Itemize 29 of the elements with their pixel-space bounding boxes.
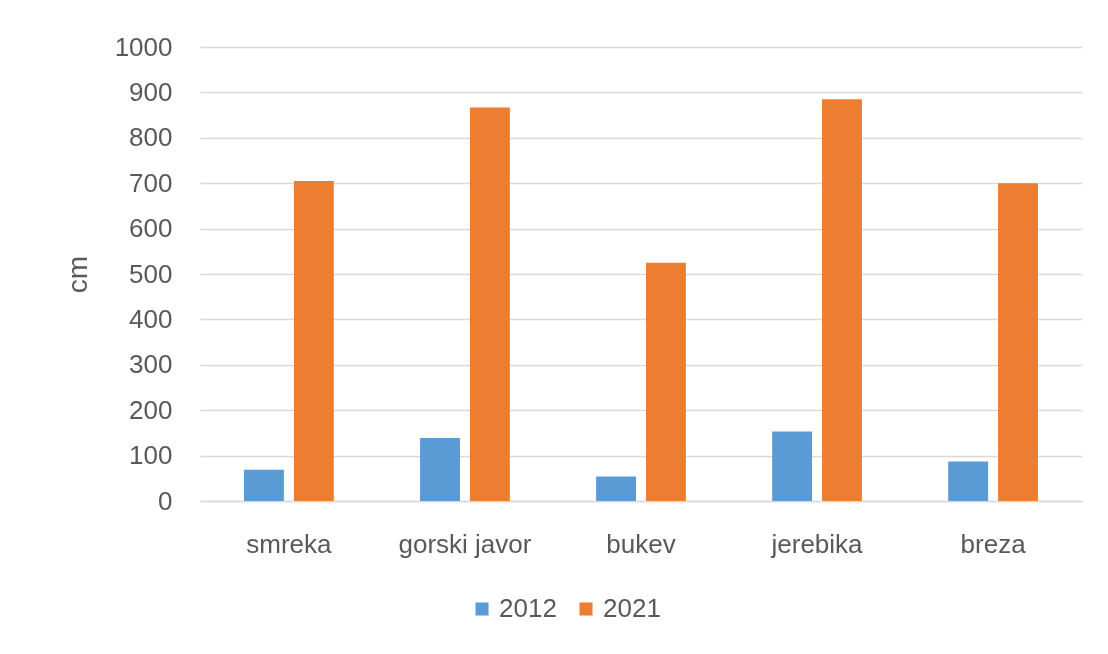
bar [469,107,510,501]
y-axis-title: cm [61,255,93,294]
legend-label: 2021 [603,593,661,623]
y-tick-label: 0 [158,485,173,516]
bar [645,262,686,501]
y-tick-label: 300 [129,349,173,380]
y-tick-label: 900 [129,76,173,107]
x-tick-label: gorski javor [398,528,532,559]
y-tick-label: 600 [129,213,173,244]
bar [244,469,284,501]
bar [293,180,334,501]
x-tick-label: breza [960,528,1027,559]
bar [596,476,637,501]
y-tick-label: 400 [129,303,173,334]
y-tick-label: 100 [129,440,173,471]
y-tick-label: 1000 [114,31,173,62]
x-tick-label: smreka [246,528,333,559]
bar [998,183,1038,501]
x-tick-label: bukev [606,528,676,559]
bar [948,461,989,501]
bar [822,99,862,501]
y-tick-label: 500 [129,258,173,289]
y-tick-label: 800 [129,122,173,153]
legend-label: 2012 [499,593,557,623]
y-tick-label: 700 [129,167,173,198]
bar [420,437,460,501]
y-tick-label: 200 [129,394,173,425]
x-tick-label: jerebika [770,528,864,559]
bar [772,431,813,501]
